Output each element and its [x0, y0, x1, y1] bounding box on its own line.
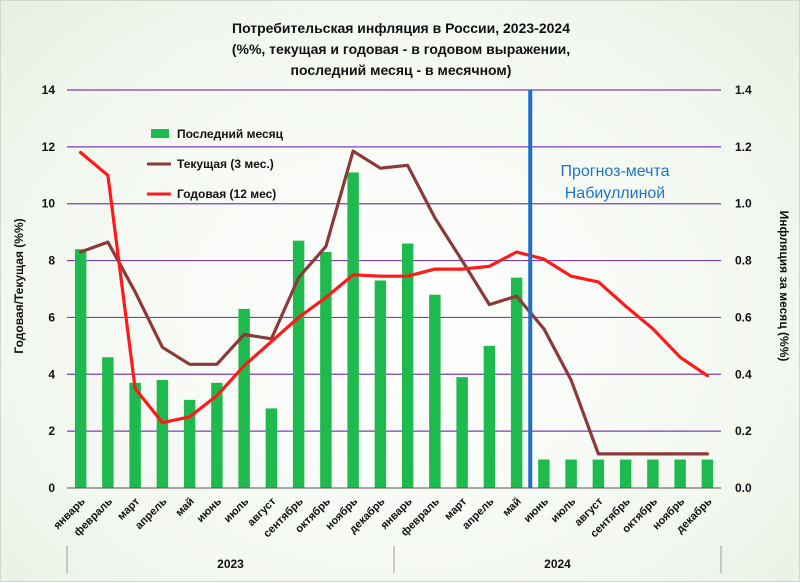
- bar: [401, 243, 414, 488]
- grid: [67, 89, 721, 432]
- bar: [129, 382, 141, 488]
- bar: [647, 459, 659, 488]
- y-tick-left: 14: [42, 83, 56, 97]
- annotation-line-1: Прогноз-мечта: [560, 163, 669, 180]
- title-line-3: последний месяц - в месячном): [291, 62, 512, 78]
- y-tick-right: 1.0: [735, 197, 752, 211]
- y-tick-left: 6: [48, 310, 55, 324]
- line-current-3m: [78, 149, 710, 456]
- axes: 0 0.0 2 0.2 4 0.4 6 0.6 8 0.8 10 1.0 12 1.2 14 1.4: [42, 83, 752, 495]
- x-tick-label: июнь: [195, 495, 225, 525]
- bar: [483, 345, 496, 488]
- y-tick-right: 0.2: [735, 424, 752, 438]
- bar: [156, 379, 169, 488]
- legend: Последний месяц Текущая (3 мес.) Годовая…: [147, 127, 284, 201]
- bar: [374, 280, 387, 488]
- legend-label-current: Текущая (3 мес.): [177, 157, 274, 171]
- year-label: 2023: [217, 557, 244, 571]
- y-tick-left: 8: [48, 254, 55, 268]
- bar: [510, 277, 523, 488]
- y-tick-left: 12: [42, 140, 56, 154]
- bar: [320, 252, 332, 488]
- y-tick-left: 2: [48, 424, 55, 438]
- bar: [619, 459, 632, 488]
- y-tick-right: 1.4: [735, 83, 752, 97]
- lines: [78, 149, 710, 456]
- bar: [674, 459, 686, 488]
- y-tick-left: 10: [42, 197, 56, 211]
- chart-title: Потребительская инфляция в России, 2023-…: [232, 20, 570, 78]
- bar: [183, 399, 196, 488]
- y-tick-right: 0.6: [735, 310, 752, 324]
- year-label: 2024: [544, 557, 571, 571]
- bar: [74, 249, 87, 488]
- bar: [565, 459, 577, 488]
- bar: [456, 377, 468, 488]
- x-tick-label: май: [174, 496, 197, 519]
- y-tick-right: 0.0: [735, 481, 752, 495]
- x-tick-label: июнь: [522, 495, 552, 525]
- annotation-line-2: Набиуллиной: [565, 185, 665, 202]
- bar: [347, 172, 359, 488]
- bar: [238, 308, 250, 488]
- year-labels: 2023 2024: [66, 546, 722, 573]
- y-tick-left: 0: [48, 481, 55, 495]
- bar: [429, 294, 441, 488]
- y-tick-right: 0.4: [735, 367, 752, 381]
- title-line-2: (%%, текущая и годовая - в годовом выраж…: [232, 41, 570, 57]
- y-axis-right-label: Инфляция за месяц (%%): [777, 211, 791, 362]
- y-tick-right: 0.8: [735, 254, 752, 268]
- y-tick-left: 4: [48, 367, 55, 381]
- legend-swatch-bars: [151, 129, 169, 138]
- bar: [265, 408, 278, 488]
- bar: [211, 382, 223, 488]
- line-annual-12m: [78, 150, 710, 425]
- bar: [592, 459, 605, 488]
- y-axis-left-label: Годовая/Текущая (%%): [12, 218, 26, 353]
- bar: [538, 459, 550, 488]
- bars-last-month: [74, 172, 714, 488]
- legend-label-annual: Годовая (12 мес): [177, 187, 276, 201]
- x-tick-label: май: [501, 496, 524, 519]
- title-line-1: Потребительская инфляция в России, 2023-…: [232, 20, 570, 36]
- forecast-annotation: Прогноз-мечта Набиуллиной: [560, 163, 669, 202]
- bar: [701, 459, 714, 488]
- y-tick-right: 1.2: [735, 140, 752, 154]
- bar: [292, 240, 305, 488]
- bar: [102, 357, 114, 488]
- legend-label-bars: Последний месяц: [177, 127, 284, 141]
